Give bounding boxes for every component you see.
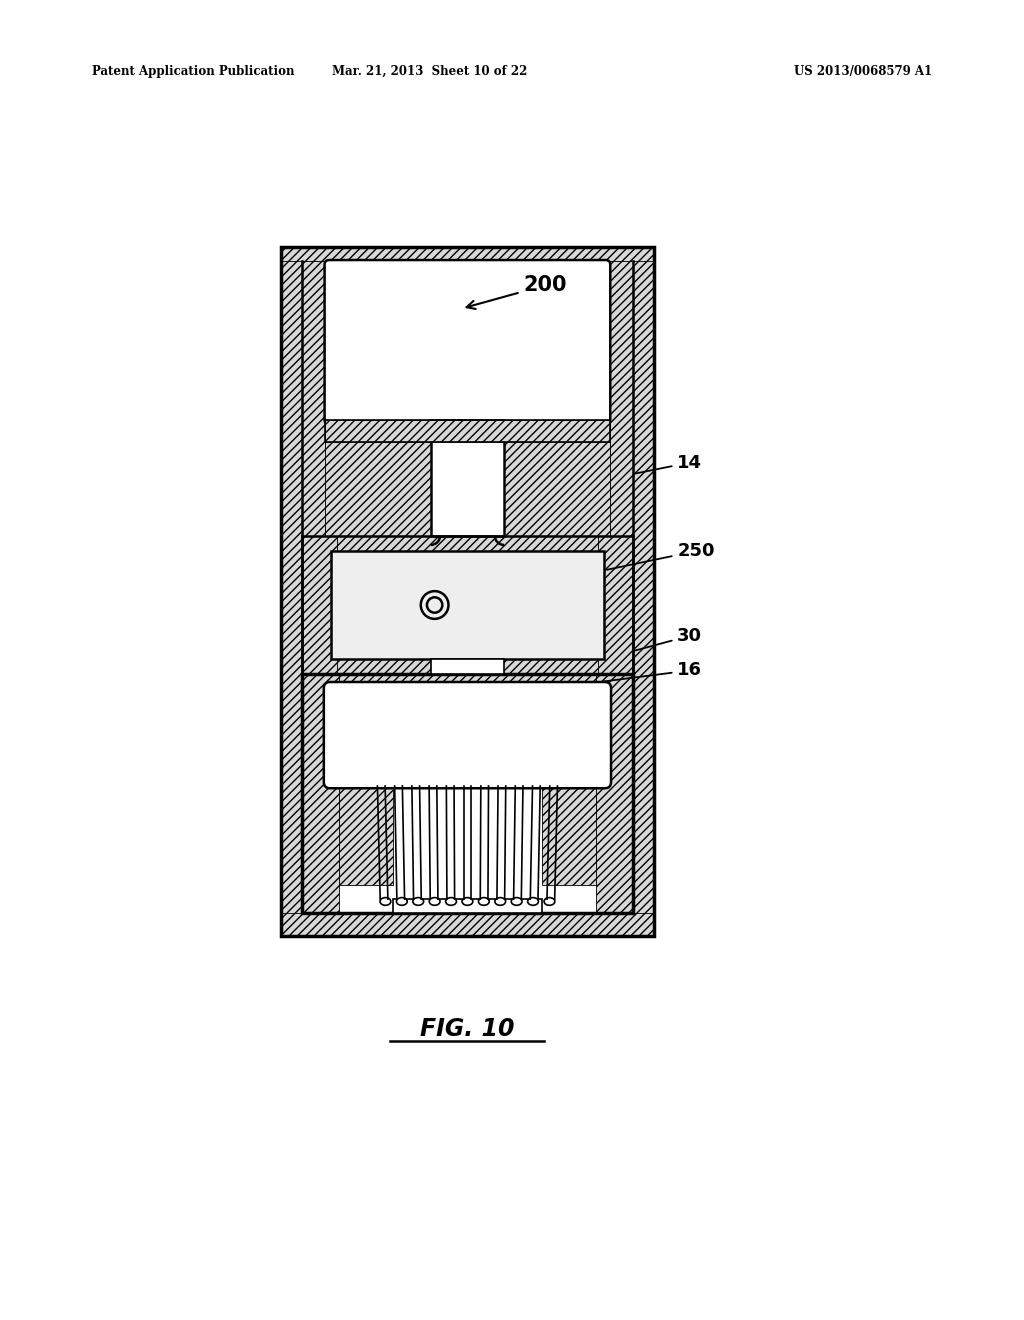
Bar	[339, 675, 596, 688]
Text: US 2013/0068579 A1: US 2013/0068579 A1	[794, 65, 932, 78]
Bar	[281, 913, 654, 936]
Bar	[302, 675, 339, 913]
Text: 250: 250	[607, 543, 715, 570]
Ellipse shape	[429, 898, 440, 906]
Bar	[598, 536, 633, 675]
Bar	[393, 899, 542, 913]
Bar	[302, 536, 633, 675]
Ellipse shape	[396, 898, 408, 906]
Bar	[302, 536, 337, 675]
Bar	[337, 536, 598, 554]
Bar	[504, 420, 609, 536]
Ellipse shape	[462, 898, 473, 906]
Text: FIG. 10: FIG. 10	[420, 1016, 515, 1040]
Ellipse shape	[511, 898, 522, 906]
FancyBboxPatch shape	[325, 260, 610, 425]
Bar	[302, 675, 633, 913]
Ellipse shape	[527, 898, 539, 906]
Bar	[542, 774, 596, 884]
Ellipse shape	[445, 898, 457, 906]
Text: 16: 16	[602, 661, 702, 681]
Bar	[281, 247, 654, 936]
Ellipse shape	[544, 898, 555, 906]
Text: Patent Application Publication: Patent Application Publication	[92, 65, 295, 78]
Bar	[339, 774, 393, 884]
Bar	[431, 420, 504, 536]
Bar	[431, 659, 504, 675]
Bar	[337, 655, 598, 675]
Bar	[326, 420, 609, 442]
Bar	[633, 247, 654, 936]
Text: Mar. 21, 2013  Sheet 10 of 22: Mar. 21, 2013 Sheet 10 of 22	[333, 65, 527, 78]
Ellipse shape	[380, 898, 391, 906]
Bar	[326, 420, 609, 442]
Ellipse shape	[495, 898, 506, 906]
Text: 30: 30	[635, 627, 702, 651]
Text: 14: 14	[635, 454, 702, 474]
Bar	[326, 420, 431, 536]
Bar	[281, 247, 302, 936]
Ellipse shape	[478, 898, 489, 906]
Text: 200: 200	[467, 276, 566, 309]
Bar	[281, 247, 654, 261]
Bar	[609, 261, 633, 536]
Bar	[596, 675, 633, 913]
Bar	[331, 552, 604, 659]
Ellipse shape	[413, 898, 424, 906]
FancyBboxPatch shape	[324, 682, 611, 788]
Bar	[302, 261, 326, 536]
